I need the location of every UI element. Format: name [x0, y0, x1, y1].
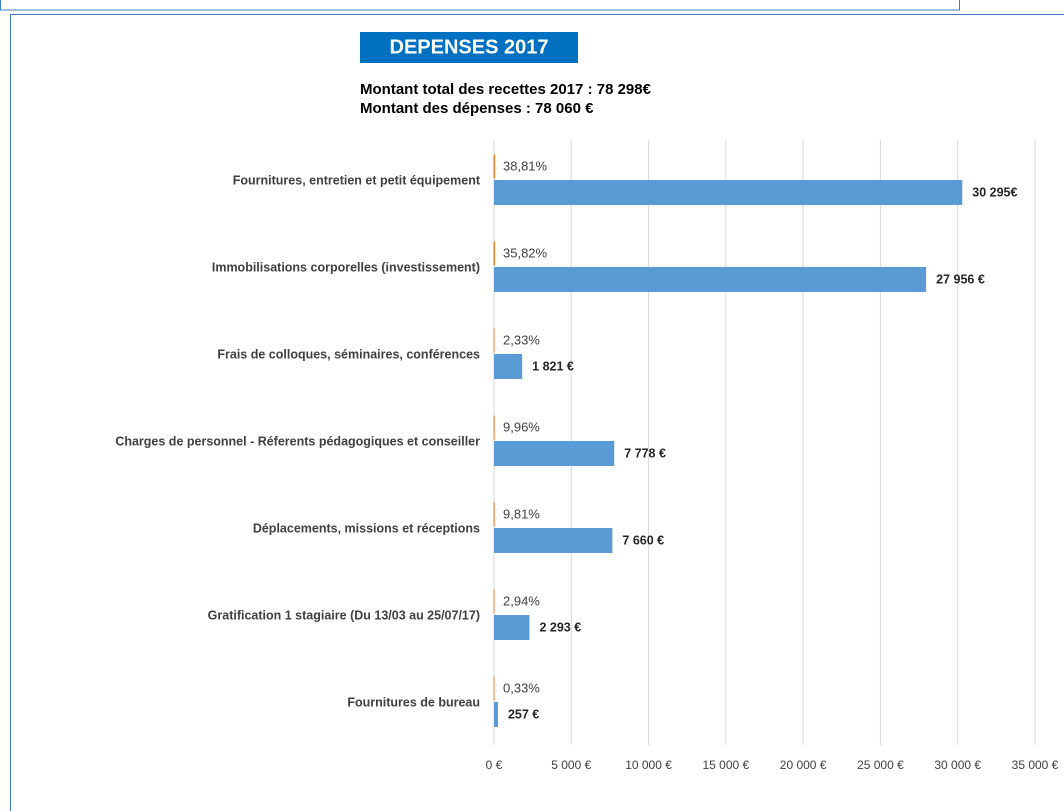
data-label: 38,81% — [503, 158, 548, 173]
category-label: Fournitures, entretien et petit équipeme… — [233, 173, 481, 187]
x-tick-label: 20 000 € — [780, 758, 827, 772]
category-label: Charges de personnel - Réferents pédagog… — [115, 434, 480, 448]
category-label: Déplacements, missions et réceptions — [253, 521, 480, 535]
x-tick-label: 5 000 € — [551, 758, 591, 772]
data-label: 7 660 € — [622, 533, 664, 547]
x-tick-label: 10 000 € — [625, 758, 672, 772]
data-label: 7 778 € — [624, 446, 666, 460]
data-label: 35,82% — [503, 245, 548, 260]
bar — [493, 154, 496, 179]
category-label: Frais de colloques, séminaires, conféren… — [217, 347, 480, 361]
data-label: 30 295€ — [972, 185, 1017, 199]
bar — [494, 702, 498, 727]
data-label: 1 821 € — [532, 359, 574, 373]
subtitle: Montant des dépenses : 78 060 € — [360, 100, 594, 117]
data-label: 9,96% — [503, 419, 540, 434]
category-label: Gratification 1 stagiaire (Du 13/03 au 2… — [208, 608, 480, 622]
chart-title: DEPENSES 2017 — [390, 36, 549, 58]
bar — [493, 241, 496, 266]
data-label: 2,33% — [503, 332, 540, 347]
x-tick-label: 35 000 € — [1012, 758, 1059, 772]
title-box — [360, 32, 578, 63]
bar — [494, 267, 927, 292]
bar — [494, 180, 963, 205]
bar — [494, 441, 615, 466]
bar — [494, 354, 523, 379]
x-tick-label: 0 € — [486, 758, 503, 772]
data-label: 2 293 € — [539, 620, 581, 634]
data-label: 0,33% — [503, 680, 540, 695]
bar — [494, 528, 613, 553]
category-label: Immobilisations corporelles (investissem… — [212, 260, 480, 274]
category-label: Fournitures de bureau — [347, 695, 480, 709]
x-tick-label: 25 000 € — [857, 758, 904, 772]
top-panel — [0, 0, 960, 11]
subtitle: Montant total des recettes 2017 : 78 298… — [360, 81, 652, 98]
x-tick-label: 30 000 € — [934, 758, 981, 772]
chart-panel — [10, 14, 1064, 811]
data-label: 27 956 € — [936, 272, 985, 286]
x-tick-label: 15 000 € — [702, 758, 749, 772]
bar — [494, 615, 530, 640]
data-label: 257 € — [508, 707, 539, 721]
data-label: 9,81% — [503, 506, 540, 521]
data-label: 2,94% — [503, 593, 540, 608]
